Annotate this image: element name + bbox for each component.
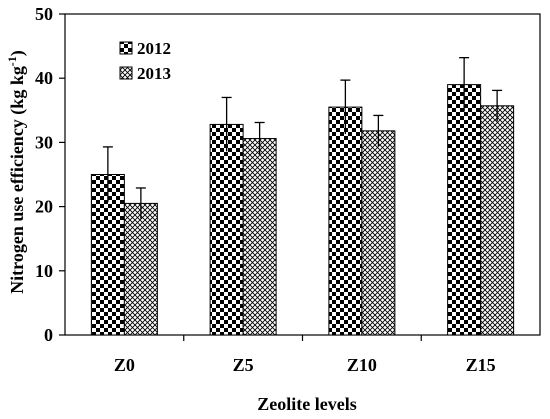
y-tick-label: 10 [35, 261, 53, 281]
y-tick-label: 50 [35, 4, 53, 24]
y-axis-title: Nitrogen use efficiency (kg kg-1) [5, 50, 28, 294]
legend-label-2013: 2013 [137, 64, 171, 83]
y-axis-title-close: ) [7, 50, 28, 56]
bar-2013 [361, 130, 396, 336]
x-tick-label: Z0 [114, 355, 135, 375]
y-tick-label: 30 [35, 132, 53, 152]
x-axis-title: Zeolite levels [257, 394, 356, 414]
bar-2013 [123, 202, 158, 336]
legend-swatch-2013 [119, 66, 133, 80]
x-tick-label: Z5 [233, 355, 254, 375]
legend-label-2012: 2012 [137, 39, 171, 58]
bar-2012 [209, 123, 244, 336]
bar-2012 [447, 84, 482, 336]
bar-2012 [328, 106, 363, 336]
x-tick-label: Z10 [347, 355, 377, 375]
y-tick-label: 0 [44, 325, 53, 345]
y-axis-title-superscript: -1 [5, 56, 19, 66]
legend-swatch-2012 [119, 41, 133, 55]
y-tick-label: 40 [35, 68, 53, 88]
plot-area: 0 10 20 30 40 50 Z0 Z5 Z10 Z15 2012 2013 [35, 4, 541, 375]
x-tick-label: Z15 [466, 355, 496, 375]
bar-2013 [480, 105, 515, 336]
y-tick-label: 20 [35, 197, 53, 217]
bar-2013 [242, 138, 277, 336]
y-axis-title-main: Nitrogen use efficiency (kg kg [7, 66, 28, 294]
